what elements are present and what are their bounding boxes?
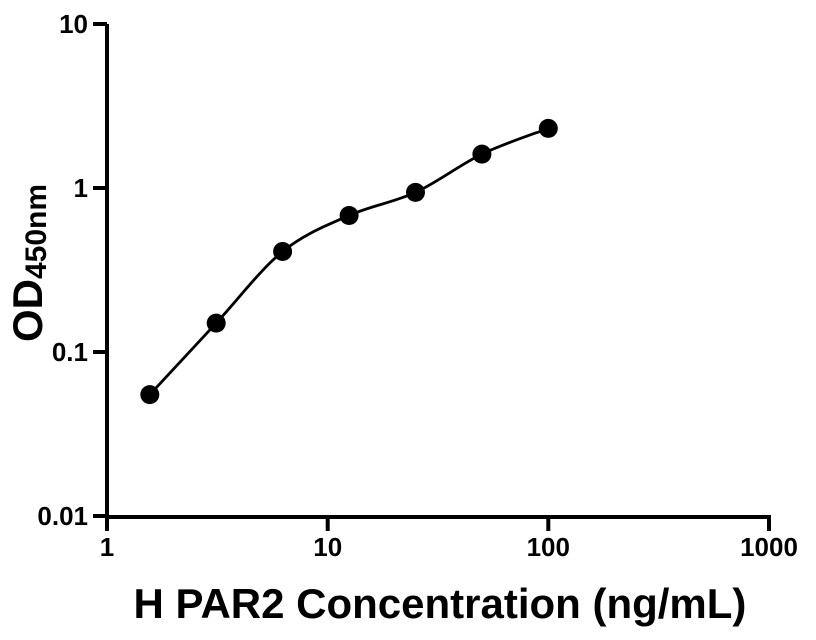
x-tick-labels: 1 10 100 1000 <box>100 532 798 562</box>
data-point <box>206 313 226 333</box>
data-point <box>472 144 492 164</box>
y-tick-label-1: 1 <box>74 173 88 203</box>
axes <box>93 22 771 531</box>
y-tick-label-10: 10 <box>59 9 88 39</box>
data-point <box>339 206 359 225</box>
data-point <box>538 118 558 138</box>
data-point <box>273 242 293 261</box>
x-tick-label-10: 10 <box>313 532 342 562</box>
y-tick-label-0p1: 0.1 <box>52 337 88 367</box>
x-tick-label-1000: 1000 <box>740 532 798 562</box>
y-axis-title-subscript: 450nm <box>20 183 53 280</box>
y-tick-labels: 10 1 0.1 0.01 <box>37 9 88 531</box>
x-axis-title: H PAR2 Concentration (ng/mL) <box>134 580 747 627</box>
fit-curve <box>148 127 550 396</box>
data-points <box>140 118 558 405</box>
data-point <box>406 182 425 202</box>
y-axis-title: OD450nm <box>4 184 54 342</box>
x-tick-label-1: 1 <box>100 532 114 562</box>
data-point <box>140 385 160 405</box>
x-tick-label-100: 100 <box>527 532 570 562</box>
y-axis-title-main: OD <box>4 279 51 343</box>
y-tick-label-0p01: 0.01 <box>37 501 88 531</box>
